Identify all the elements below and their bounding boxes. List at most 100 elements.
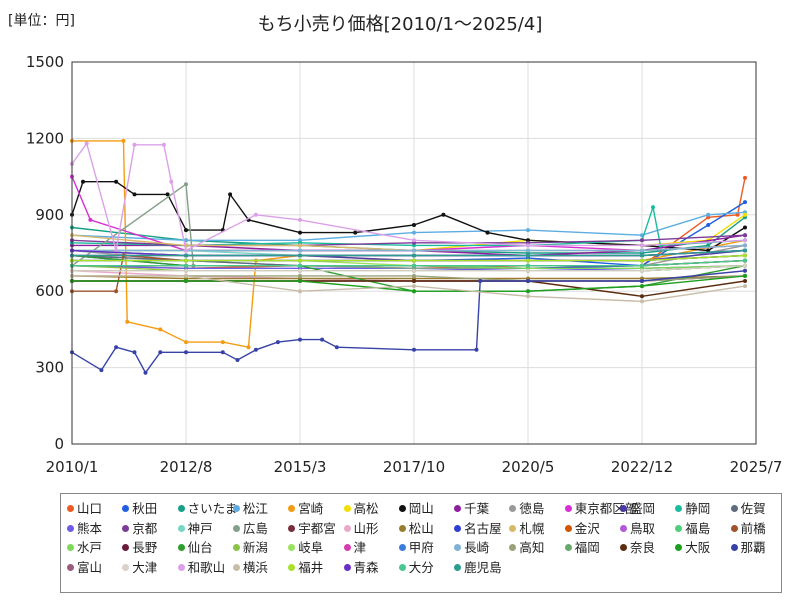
legend-label: 松山 [408,520,434,536]
legend-marker [177,544,185,551]
legend-marker [454,544,462,551]
data-point [526,228,530,233]
data-point [526,258,530,263]
legend-label: 水戸 [77,540,103,555]
legend-label: 広島 [242,520,268,536]
x-tick-label: 2015/3 [274,458,327,476]
data-point [298,243,302,248]
legend-label: 新潟 [242,540,268,555]
data-point [184,273,188,278]
series-福井 [70,253,747,263]
data-point [334,345,339,350]
series-lines [70,138,747,375]
legend-item: 京都 [122,521,157,537]
data-point [640,263,644,268]
legend-marker [675,544,683,551]
legend-item: 鹿児島 [454,560,502,576]
legend-marker [564,544,572,551]
data-point [184,253,188,258]
data-point [640,258,644,263]
legend-item: 神戸 [177,521,213,537]
data-point [184,182,188,187]
legend-item: 大津 [122,560,157,576]
legend-marker [232,524,240,532]
data-point [412,258,416,263]
data-point [253,212,258,217]
legend-label: 長野 [132,540,158,555]
data-point [743,284,747,289]
data-point [743,279,747,283]
legend-marker [343,505,351,512]
legend-marker [730,544,738,551]
data-point [158,327,163,332]
legend-item: 高知 [509,540,544,556]
data-point [412,253,416,258]
legend-item: 佐賀 [730,501,766,517]
data-point [253,347,258,352]
legend-label: 松江 [242,501,268,516]
legend-item: 前橋 [730,521,766,537]
legend-marker [232,544,240,551]
legend-label: 仙台 [187,540,213,555]
series-line [72,275,746,303]
data-point [99,368,104,373]
legend-marker [730,524,738,532]
y-tick-label: 0 [54,435,64,453]
data-point [640,299,644,304]
data-point [132,350,137,355]
data-point [184,238,188,243]
legend-marker [454,505,462,512]
legend-marker [177,524,185,532]
data-point [640,279,644,283]
data-point [298,253,302,258]
legend-marker [288,544,296,551]
data-point [412,248,416,253]
data-point [298,268,302,273]
data-point [114,179,119,184]
data-point [441,212,446,217]
data-point [526,248,530,253]
series-横浜 [70,273,747,304]
series-さいたま [70,215,747,255]
legend-label: 札幌 [519,520,545,536]
legend-label: 東京都区部 [574,501,638,516]
x-tick-label: 2012/8 [160,458,213,476]
legend-marker [177,505,185,512]
legend-marker [509,524,517,532]
legend-label: 甲府 [408,540,434,555]
data-point [743,273,747,278]
y-tick-label: 1500 [26,53,64,71]
legend-item: 山口 [67,501,102,517]
legend-item: 名古屋 [454,521,502,537]
data-point [161,142,166,147]
data-point [114,345,119,350]
legend-label: 金沢 [574,520,600,536]
legend-label: 宇都宮 [298,520,336,536]
legend-label: 秋田 [132,501,158,516]
data-point [184,263,188,268]
legend-item: 東京都区部 [564,501,638,517]
legend-item: 鳥取 [620,521,655,537]
data-point [412,273,416,278]
data-point [298,263,302,268]
legend-item: 福島 [675,521,710,537]
legend-marker [564,505,572,512]
legend-marker [454,524,462,532]
data-point [81,179,85,184]
data-point [743,200,747,205]
legend-item: 青森 [343,560,379,576]
data-point [412,268,416,273]
data-point [143,370,148,375]
legend-marker [67,544,74,551]
legend-marker [509,505,517,512]
legend-label: 岡山 [408,501,434,516]
data-point [743,175,747,180]
data-point [298,217,302,222]
legend-label: 津 [353,540,367,555]
legend-marker [398,505,406,512]
series-大阪 [70,273,747,294]
legend-marker [343,563,351,571]
legend-label: 高知 [519,540,545,555]
data-point [184,258,188,263]
legend-item: 千葉 [454,501,489,517]
